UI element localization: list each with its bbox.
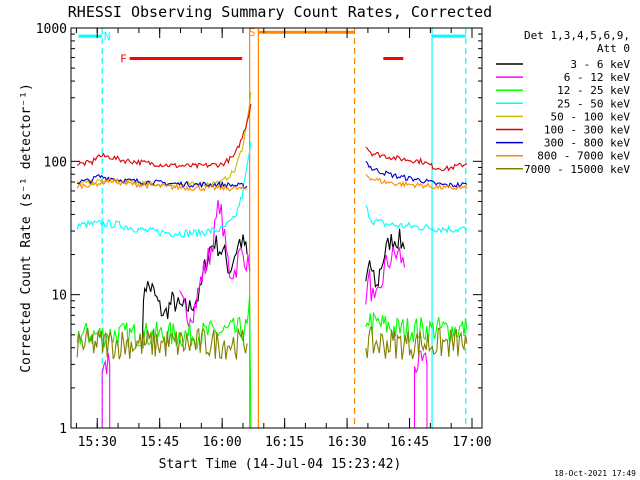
- x-tick-label: 16:30: [328, 435, 367, 450]
- plot-area: NF S: [76, 26, 468, 429]
- series-line: [365, 160, 468, 189]
- legend-label: 800 - 7000 keV: [537, 150, 630, 163]
- series-line: [76, 103, 252, 170]
- x-tick-label: 16:45: [390, 435, 429, 450]
- series-line: [76, 92, 252, 188]
- series-line: [76, 295, 252, 429]
- series-line: [365, 326, 468, 360]
- legend-label: 6 - 12 keV: [564, 71, 631, 84]
- series-line: [76, 327, 248, 360]
- x-tick-label: 15:45: [140, 435, 179, 450]
- y-tick-label: 1000: [36, 22, 67, 37]
- flag-label: N: [104, 30, 111, 43]
- timestamp: 18-Oct-2021 17:49: [554, 469, 636, 478]
- flag-label: S: [249, 26, 256, 39]
- legend-label: 50 - 100 keV: [551, 110, 631, 123]
- legend-label: 25 - 50 keV: [557, 97, 630, 110]
- series-line: [76, 176, 248, 192]
- series-line: [365, 146, 468, 172]
- legend-header-line-2: Att 0: [597, 42, 630, 55]
- series-line: [179, 200, 251, 327]
- legend-label: 12 - 25 keV: [557, 84, 630, 97]
- series-line: [76, 141, 252, 238]
- legend-header-line-1: Det 1,3,4,5,6,9,: [524, 29, 630, 42]
- flag-label: F: [120, 53, 127, 66]
- plot-frame: [70, 27, 483, 429]
- x-tick-label: 17:00: [452, 435, 491, 450]
- series-line: [365, 173, 468, 191]
- y-tick-label: 10: [51, 289, 67, 304]
- y-axis-label: Corrected Count Rate (s⁻¹ detector⁻¹): [19, 83, 34, 373]
- series-line: [413, 350, 428, 428]
- x-axis-label: Start Time (14-Jul-04 15:23:42): [159, 457, 402, 472]
- x-tick-label: 16:00: [203, 435, 242, 450]
- series-line: [101, 353, 111, 428]
- legend-label: 7000 - 15000 keV: [524, 163, 630, 176]
- chart-title: RHESSI Observing Summary Count Rates, Co…: [68, 3, 492, 21]
- x-tick-label: 16:15: [265, 435, 304, 450]
- y-tick-label: 1: [59, 422, 67, 437]
- axes: 1 10 100 1000 15:30 15:45 16:00 16:15 16:30 16:45…: [36, 22, 492, 450]
- legend-label: 300 - 800 keV: [544, 137, 630, 150]
- x-tick-label: 15:30: [78, 435, 117, 450]
- legend-label: 100 - 300 keV: [544, 124, 630, 137]
- y-tick-label: 100: [44, 155, 67, 170]
- series-line: [365, 204, 467, 235]
- series-line: [365, 246, 406, 305]
- series-line: [365, 228, 406, 289]
- legend-label: 3 - 6 keV: [570, 58, 630, 71]
